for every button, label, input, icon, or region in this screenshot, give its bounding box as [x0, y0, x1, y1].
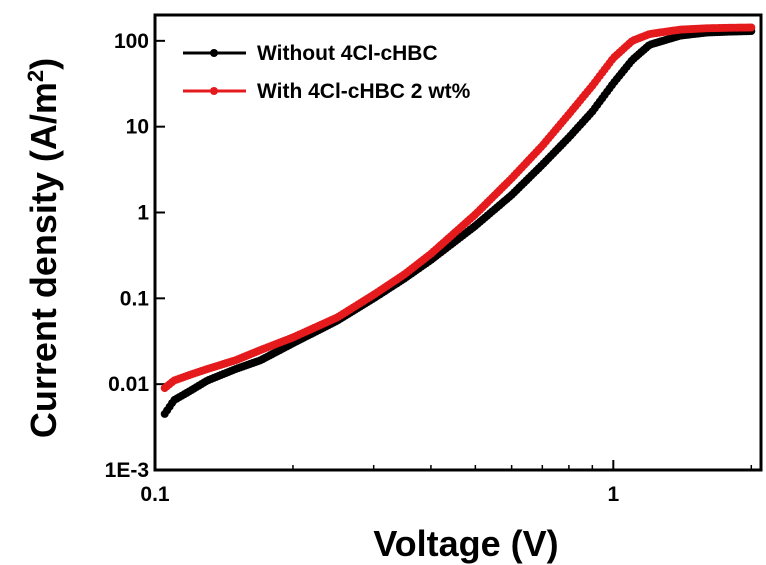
series-1	[160, 23, 756, 393]
x-tick-labels: 0.1 1	[140, 483, 619, 506]
y-tick-label: 100	[114, 30, 149, 53]
x-tick-label: 1	[607, 483, 619, 506]
y-axis-title-close: )	[23, 58, 64, 70]
ticks-group	[154, 39, 753, 471]
y-tick-label: 0.01	[108, 373, 149, 396]
y-tick-label: 0.1	[120, 287, 150, 310]
legend-marker-with	[210, 87, 218, 95]
y-axis-title: Current density (A/m2)	[23, 58, 64, 438]
y-axis-title-main: Current density (A/m	[23, 82, 64, 438]
y-tick-labels: 1E-3 0.01 0.1 1 10 100	[105, 30, 150, 482]
x-tick-label: 0.1	[140, 483, 170, 506]
y-tick-label: 1	[137, 202, 149, 225]
y-axis-title-superscript: 2	[23, 70, 48, 82]
series-layer	[160, 23, 756, 418]
y-tick-label: 10	[126, 116, 149, 139]
legend: Without 4Cl-cHBC With 4Cl-cHBC 2 wt%	[183, 42, 471, 103]
data-point	[747, 23, 756, 32]
legend-marker-without	[210, 49, 218, 57]
legend-label-with: With 4Cl-cHBC 2 wt%	[257, 80, 471, 103]
plot-frame	[153, 13, 763, 472]
x-axis-title: Voltage (V)	[373, 523, 558, 564]
legend-label-without: Without 4Cl-cHBC	[257, 42, 438, 65]
y-tick-label: 1E-3	[105, 459, 149, 482]
